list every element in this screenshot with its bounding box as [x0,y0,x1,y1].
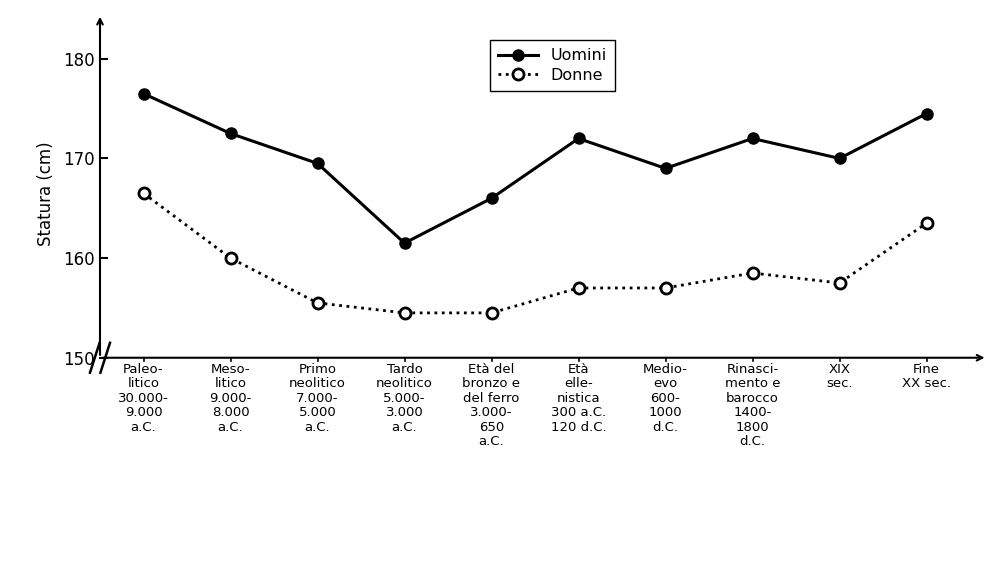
Legend: Uomini, Donne: Uomini, Donne [490,40,615,91]
Y-axis label: Statura (cm): Statura (cm) [37,141,55,246]
